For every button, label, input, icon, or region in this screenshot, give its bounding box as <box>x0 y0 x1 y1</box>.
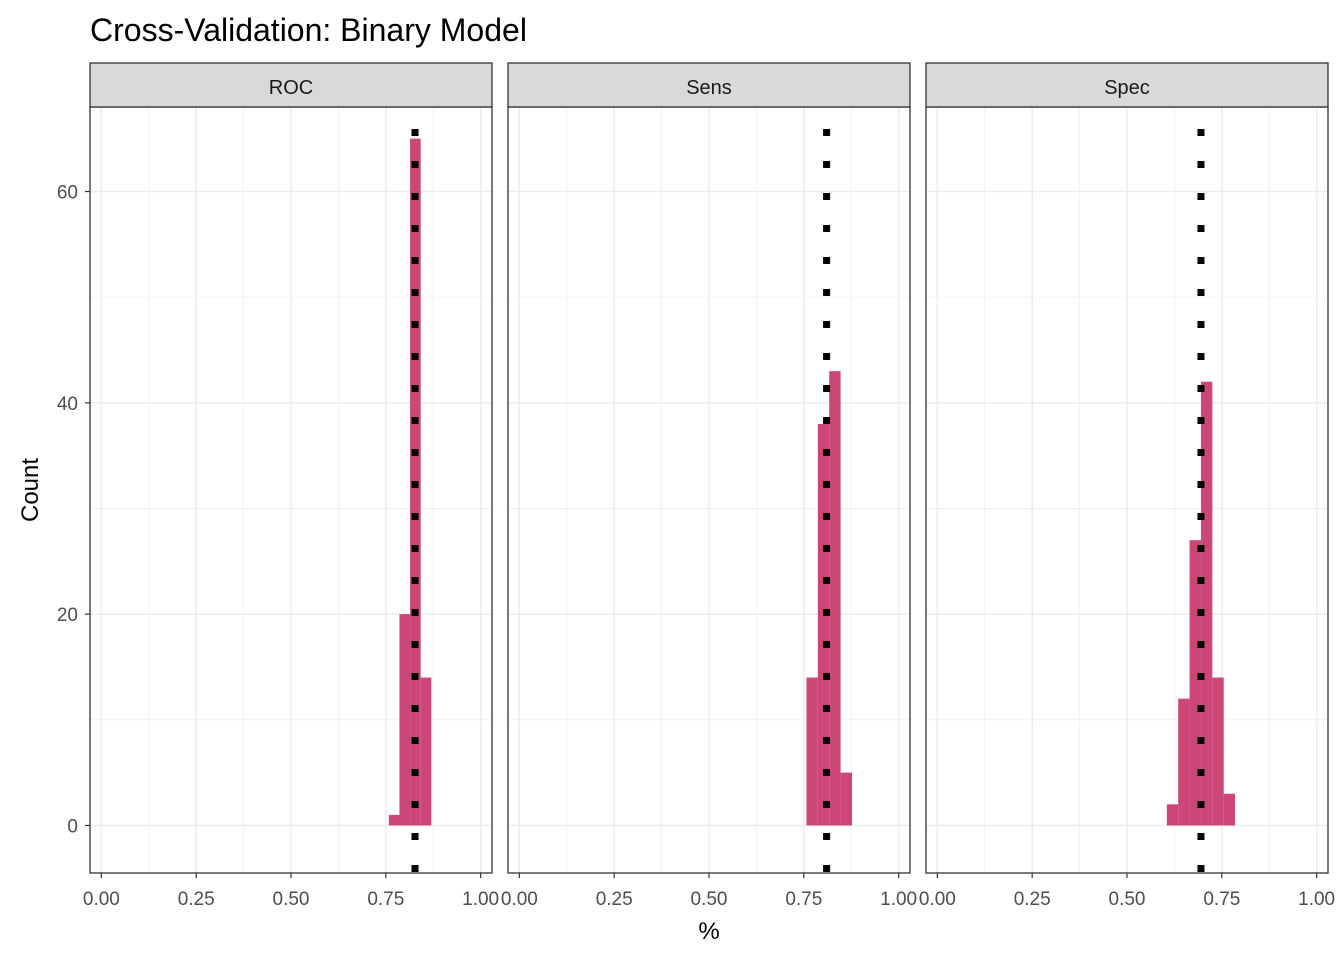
histogram-bar <box>388 814 400 826</box>
x-tick-label: 0.25 <box>596 889 633 910</box>
histogram-bar <box>1200 381 1213 826</box>
x-tick-label: 0.25 <box>178 889 215 910</box>
chart-title: Cross-Validation: Binary Model <box>90 12 527 48</box>
y-tick-label: 40 <box>57 394 78 415</box>
histogram-bar <box>1189 540 1201 826</box>
x-tick-label: 1.00 <box>880 889 917 910</box>
facet-strip-label: Sens <box>686 77 732 99</box>
x-tick-label: 0.00 <box>919 889 956 910</box>
facet-panel-sens: Sens 0.00 0.25 0.50 0.75 1.00 <box>501 62 917 910</box>
facet-panels: ROC 0.00 0.25 0.50 0.75 1.00 Sens 0.00 0.25 0.50 0… <box>83 62 1335 910</box>
histogram-bar <box>840 772 852 826</box>
histogram-bar <box>817 423 830 826</box>
histogram-bar <box>1212 677 1224 826</box>
x-tick-label: 0.75 <box>1203 889 1240 910</box>
histogram-bar <box>1166 804 1179 826</box>
x-tick-label: 0.50 <box>1109 889 1146 910</box>
y-axis-title: Count <box>17 458 44 522</box>
facet-strip <box>89 62 493 108</box>
histogram-bar <box>1178 698 1190 826</box>
x-tick-label: 0.75 <box>367 889 404 910</box>
y-tick-label: 60 <box>57 183 78 204</box>
histogram-bar <box>399 614 411 826</box>
y-tick-label: 20 <box>57 605 78 626</box>
x-tick-label: 0.50 <box>273 889 310 910</box>
x-tick-label: 0.00 <box>83 889 120 910</box>
facet-panel-spec: Spec 0.00 0.25 0.50 0.75 1.00 <box>919 62 1335 910</box>
x-tick-label: 0.25 <box>1014 889 1051 910</box>
histogram-bar <box>420 677 432 826</box>
histogram-bar <box>1223 793 1236 826</box>
x-tick-label: 0.75 <box>785 889 822 910</box>
facet-strip-label: Spec <box>1104 77 1150 99</box>
y-axis-labels: 0 20 40 60 <box>57 183 90 837</box>
x-tick-label: 1.00 <box>462 889 499 910</box>
histogram-bar <box>829 371 841 826</box>
histogram-bar <box>806 677 818 826</box>
y-tick-label: 0 <box>67 816 78 837</box>
x-tick-label: 1.00 <box>1298 889 1335 910</box>
facet-strip <box>925 62 1329 108</box>
x-tick-label: 0.50 <box>691 889 728 910</box>
x-tick-label: 0.00 <box>501 889 538 910</box>
facet-panel-roc: ROC 0.00 0.25 0.50 0.75 1.00 <box>83 62 499 910</box>
facet-strip <box>507 62 911 108</box>
facet-strip-label: ROC <box>269 77 313 99</box>
x-axis-title: % <box>698 918 719 945</box>
